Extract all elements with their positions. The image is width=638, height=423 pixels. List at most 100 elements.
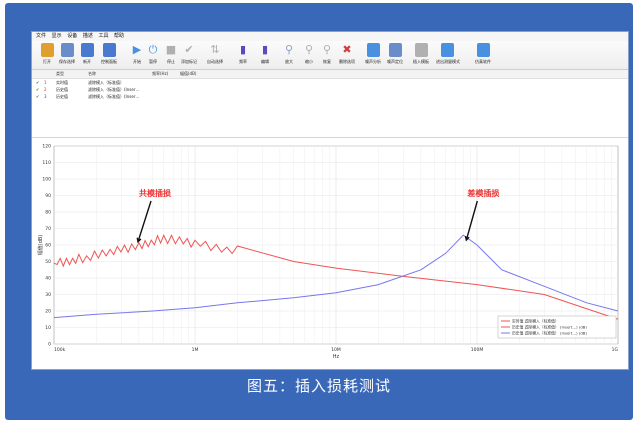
legend-box [497, 315, 617, 339]
menu-view[interactable]: 显示 [51, 33, 62, 39]
y-tick-label: 80 [45, 210, 51, 216]
toolbar-label: 噪声分析 [365, 59, 381, 64]
toolbar-label: 新开 [83, 59, 91, 64]
col-type-header[interactable]: 类型 [56, 71, 64, 76]
noise-analysis-icon [366, 43, 380, 57]
col-freq-header[interactable]: 频率(Hz) [152, 71, 169, 76]
series-line [53, 234, 619, 320]
app-window: 文件 显示 设备 描述 工具 帮助 打开 保存选择 新开 控制面板 ▶ 开始 ⏻ 暂停 ■ 停止 ✔… [31, 31, 629, 370]
y-axis-label: 幅值(dB) [37, 235, 44, 256]
power-button[interactable]: ⏻ 暂停 [142, 42, 164, 68]
toolbar-label: 插入模板 [413, 59, 429, 64]
add-marker-button[interactable]: ✔ 添加标记 [178, 42, 200, 68]
x-tick-label: 1M [192, 347, 199, 353]
add-marker-icon: ✔ [184, 43, 194, 56]
series-line [53, 234, 619, 319]
col-name-header[interactable]: 名称 [88, 71, 96, 76]
x-tick-label: 10M [331, 347, 341, 353]
toolbar-label: 放大 [285, 59, 293, 64]
y-tick-label: 50 [45, 259, 51, 265]
zoom-out-button[interactable]: ⚲ 缩小 [298, 42, 320, 68]
row-number: 1 [44, 80, 47, 85]
row-name: 滤除模入（标准值） [88, 80, 124, 85]
simulate-button[interactable]: 仿真软件 [472, 42, 494, 68]
x-tick-label: 100k [54, 347, 66, 353]
checkbox[interactable]: ✔ [36, 87, 40, 92]
settings-button[interactable]: 控制面板 [98, 42, 120, 68]
toolbar-label: 自动选择 [207, 59, 223, 64]
zoom-out-icon: ⚲ [304, 43, 314, 56]
annotation-label: 差模插损 [466, 188, 499, 198]
new-icon [80, 43, 94, 57]
y-tick-label: 0 [48, 342, 51, 348]
toolbar-label: 保存选择 [59, 59, 75, 64]
list-header: 类型 名称 频率(Hz) 幅值(dB) [32, 70, 628, 79]
noise-analysis-button[interactable]: 噪声分析 [362, 42, 384, 68]
settings-icon [102, 43, 116, 57]
checkbox[interactable]: ✔ [36, 80, 40, 85]
stop-button[interactable]: ■ 停止 [160, 42, 182, 68]
x-tick-label: 1G [612, 347, 619, 353]
menu-device[interactable]: 设备 [67, 33, 78, 39]
play-icon: ▶ [132, 43, 142, 56]
menu-help[interactable]: 帮助 [114, 33, 125, 39]
toolbar-label: 进出测量模式 [436, 59, 460, 64]
enter-measure-icon [440, 43, 454, 57]
x-tick-label: 100M [471, 347, 484, 353]
play-button[interactable]: ▶ 开始 [126, 42, 148, 68]
toolbar: 打开 保存选择 新开 控制面板 ▶ 开始 ⏻ 暂停 ■ 停止 ✔ 添加标记 ⇅ 自动选择 ▮ 频率 ▮ 编辑 ⚲ 放大… [32, 41, 628, 70]
menu-file[interactable]: 文件 [36, 33, 47, 39]
annotation-arrowhead [136, 237, 142, 244]
y-tick-label: 60 [45, 243, 51, 249]
col-value-header[interactable]: 幅值(dB) [180, 71, 197, 76]
series-icon: ▮ [239, 43, 247, 56]
row-number: 3 [44, 94, 47, 99]
noise-locate-icon [388, 43, 402, 57]
list-item[interactable]: ✔ 3 历史值 滤除模入（标准值）(Inser… [32, 93, 628, 100]
legend-label: 实时值 滤除模入（标准值） [512, 319, 559, 324]
delete-icon: ✖ [342, 43, 352, 56]
row-number: 2 [44, 87, 47, 92]
y-tick-label: 30 [45, 292, 51, 298]
new-button[interactable]: 新开 [76, 42, 98, 68]
restore-button[interactable]: ⚲ 恢复 [316, 42, 338, 68]
toolbar-label: 停止 [167, 59, 175, 64]
panel-divider[interactable] [32, 137, 628, 138]
presentation-frame: 文件 显示 设备 描述 工具 帮助 打开 保存选择 新开 控制面板 ▶ 开始 ⏻ 暂停 ■ 停止 ✔… [5, 3, 633, 420]
checkbox[interactable]: ✔ [36, 94, 40, 99]
series-button[interactable]: ▮ 频率 [232, 42, 254, 68]
y-tick-label: 10 [45, 325, 51, 331]
edit-icon: ▮ [261, 43, 269, 56]
toolbar-label: 开始 [133, 59, 141, 64]
annotation-arrow [137, 200, 152, 242]
annotation-label: 共模插损 [139, 188, 171, 198]
insertion-loss-chart[interactable]: 0 10 20 30 40 50 60 70 80 90 100 110 120 100k 1M 10M 100… [32, 138, 628, 369]
zoom-in-button[interactable]: ⚲ 放大 [278, 42, 300, 68]
toolbar-label: 仿真软件 [475, 59, 491, 64]
list-item[interactable]: ✔ 1 实时值 滤除模入（标准值） [32, 79, 628, 86]
toolbar-label: 添加标记 [181, 59, 197, 64]
menu-describe[interactable]: 描述 [82, 33, 93, 39]
enter-measure-button[interactable]: 进出测量模式 [436, 42, 460, 68]
restore-icon: ⚲ [322, 43, 332, 56]
power-icon: ⏻ [148, 43, 158, 56]
legend-label: 历史值 滤除模入（标准值） (Insert…) (dB) [512, 325, 587, 330]
toolbar-label: 删除选项 [339, 59, 355, 64]
edit-button[interactable]: ▮ 编辑 [254, 42, 276, 68]
delete-button[interactable]: ✖ 删除选项 [336, 42, 358, 68]
save-button[interactable]: 保存选择 [56, 42, 78, 68]
list-item[interactable]: ✔ 2 历史值 滤除模入（标准值）(Inser… [32, 86, 628, 93]
folder-open-button[interactable]: 打开 [36, 42, 58, 68]
row-type: 历史值 [56, 94, 68, 99]
row-name: 滤除模入（标准值）(Inser… [88, 94, 140, 99]
noise-locate-button[interactable]: 噪声定位 [384, 42, 406, 68]
figure-caption: 图五：插入损耗测试 [246, 377, 391, 395]
auto-select-button[interactable]: ⇅ 自动选择 [204, 42, 226, 68]
menu-bar: 文件 显示 设备 描述 工具 帮助 [32, 32, 628, 41]
toolbar-label: 暂停 [149, 59, 157, 64]
toolbar-label: 打开 [43, 59, 51, 64]
toolbar-label: 频率 [239, 59, 247, 64]
y-tick-label: 120 [42, 144, 51, 150]
insert-template-button[interactable]: 插入模板 [410, 42, 432, 68]
menu-tools[interactable]: 工具 [98, 33, 109, 39]
